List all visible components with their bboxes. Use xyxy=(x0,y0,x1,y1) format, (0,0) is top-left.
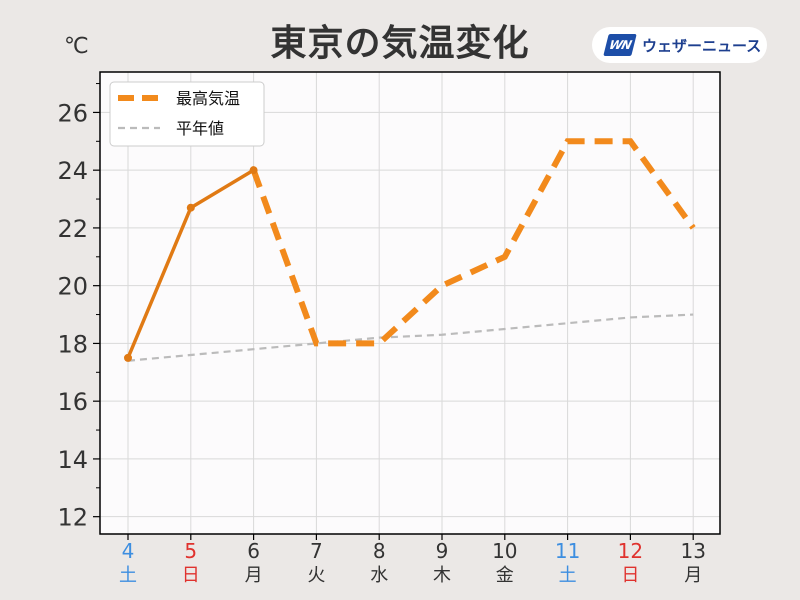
max-temp-forecast-line xyxy=(250,138,696,347)
brand-badge: WN ウェザーニュース xyxy=(592,27,767,63)
x-date-label: 13 xyxy=(680,539,705,563)
max-temp-point xyxy=(186,203,195,212)
brand-name: ウェザーニュース xyxy=(642,37,762,55)
normal-temperature-line xyxy=(127,313,694,362)
x-weekday-label: 月 xyxy=(245,565,263,586)
y-tick-label: 14 xyxy=(57,446,88,474)
plot-frame xyxy=(99,71,721,535)
x-weekday-label: 日 xyxy=(182,565,200,586)
x-weekday-label: 木 xyxy=(433,565,451,586)
x-date-label: 6 xyxy=(247,539,260,563)
y-tick-label: 26 xyxy=(57,99,88,127)
x-date-label: 11 xyxy=(555,539,580,563)
max-temp-point xyxy=(249,166,258,175)
y-tick-label: 18 xyxy=(57,330,88,358)
legend-normal-label: 平年値 xyxy=(176,119,224,138)
y-axis-unit: ℃ xyxy=(64,34,89,59)
x-weekday-label: 土 xyxy=(119,565,137,586)
max-temp-point xyxy=(124,353,132,362)
x-date-label: 4 xyxy=(122,539,135,563)
y-tick-label: 20 xyxy=(57,273,88,301)
y-tick-label: 12 xyxy=(57,504,88,532)
x-date-label: 7 xyxy=(310,539,323,563)
chart-title: 東京の気温変化 xyxy=(270,23,530,64)
y-tick-label: 24 xyxy=(57,157,88,185)
x-weekday-label: 水 xyxy=(370,565,388,586)
x-weekday-label: 金 xyxy=(496,565,514,586)
y-tick-label: 22 xyxy=(57,215,88,243)
x-date-label: 10 xyxy=(492,539,517,563)
legend-max-temp-label: 最高気温 xyxy=(176,89,240,108)
x-date-label: 9 xyxy=(436,539,449,563)
y-tick-label: 16 xyxy=(57,388,88,416)
x-weekday-label: 日 xyxy=(621,565,639,586)
x-weekday-label: 火 xyxy=(307,565,325,586)
x-date-label: 8 xyxy=(373,539,386,563)
x-date-label: 5 xyxy=(184,539,197,563)
x-date-label: 12 xyxy=(618,539,643,563)
x-weekday-label: 月 xyxy=(684,565,702,586)
plot-area xyxy=(100,72,720,534)
x-weekday-label: 土 xyxy=(559,565,577,586)
